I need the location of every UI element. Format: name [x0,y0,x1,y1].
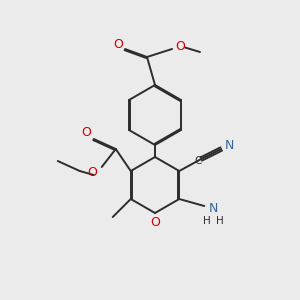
Text: O: O [175,40,185,52]
Text: H: H [203,216,211,226]
Text: N: N [225,139,234,152]
Text: N: N [208,202,218,214]
Text: O: O [150,217,160,230]
Text: O: O [81,125,91,139]
Text: O: O [87,167,97,179]
Text: O: O [113,38,123,50]
Text: H: H [216,216,224,226]
Text: C: C [195,156,202,166]
